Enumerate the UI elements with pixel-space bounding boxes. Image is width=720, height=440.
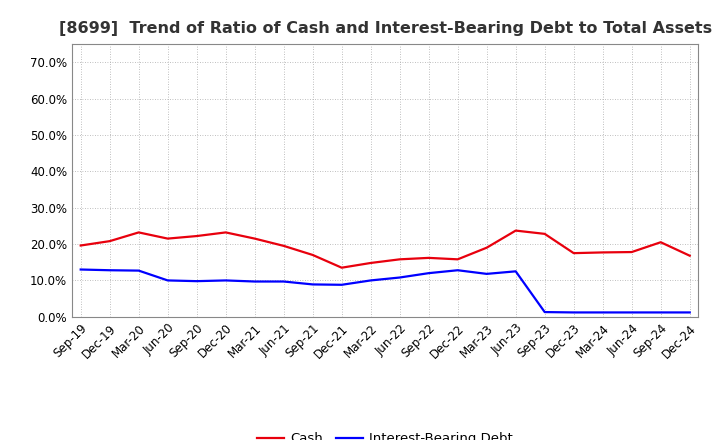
Interest-Bearing Debt	[251, 279, 259, 284]
Line: Cash: Cash	[81, 231, 690, 268]
Cash	[192, 233, 201, 238]
Cash	[279, 243, 288, 249]
Interest-Bearing Debt	[221, 278, 230, 283]
Cash	[541, 231, 549, 237]
Interest-Bearing Debt	[627, 310, 636, 315]
Interest-Bearing Debt	[598, 310, 607, 315]
Cash	[657, 240, 665, 245]
Interest-Bearing Debt	[338, 282, 346, 287]
Interest-Bearing Debt	[163, 278, 172, 283]
Interest-Bearing Debt	[395, 275, 404, 280]
Cash	[76, 243, 85, 248]
Cash	[454, 257, 462, 262]
Cash	[598, 250, 607, 255]
Cash	[424, 255, 433, 260]
Cash	[685, 253, 694, 258]
Cash	[395, 257, 404, 262]
Interest-Bearing Debt	[657, 310, 665, 315]
Interest-Bearing Debt	[105, 268, 114, 273]
Title: [8699]  Trend of Ratio of Cash and Interest-Bearing Debt to Total Assets: [8699] Trend of Ratio of Cash and Intere…	[58, 21, 712, 36]
Cash	[221, 230, 230, 235]
Cash	[366, 260, 375, 266]
Cash	[135, 230, 143, 235]
Interest-Bearing Debt	[192, 279, 201, 284]
Interest-Bearing Debt	[135, 268, 143, 273]
Cash	[570, 250, 578, 256]
Interest-Bearing Debt	[76, 267, 85, 272]
Interest-Bearing Debt	[511, 269, 520, 274]
Cash	[308, 252, 317, 257]
Cash	[338, 265, 346, 270]
Interest-Bearing Debt	[685, 310, 694, 315]
Interest-Bearing Debt	[366, 278, 375, 283]
Cash	[482, 245, 491, 250]
Line: Interest-Bearing Debt: Interest-Bearing Debt	[81, 270, 690, 312]
Cash	[627, 249, 636, 255]
Cash	[511, 228, 520, 233]
Cash	[105, 238, 114, 244]
Interest-Bearing Debt	[279, 279, 288, 284]
Interest-Bearing Debt	[541, 309, 549, 315]
Interest-Bearing Debt	[570, 310, 578, 315]
Legend: Cash, Interest-Bearing Debt: Cash, Interest-Bearing Debt	[252, 427, 518, 440]
Interest-Bearing Debt	[308, 282, 317, 287]
Interest-Bearing Debt	[454, 268, 462, 273]
Interest-Bearing Debt	[482, 271, 491, 276]
Cash	[163, 236, 172, 241]
Cash	[251, 236, 259, 241]
Interest-Bearing Debt	[424, 271, 433, 276]
